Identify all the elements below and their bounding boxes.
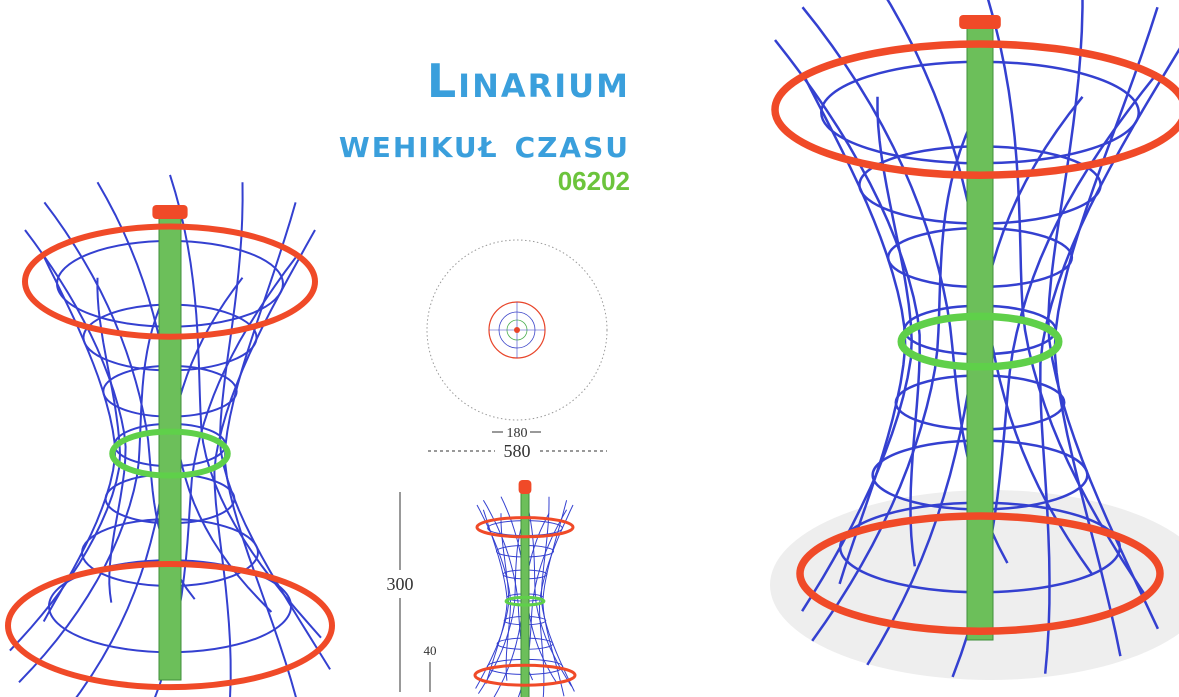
page: 18058030040Linariumwehikuł czasu06202 ((…: [0, 0, 1179, 697]
pole: [159, 210, 181, 680]
subtitle: wehikuł czasu: [339, 121, 630, 167]
pole-cap: [959, 15, 1001, 29]
dimension-label: 580: [504, 441, 531, 461]
net-rope: [476, 513, 509, 688]
dimension-label: 180: [507, 426, 528, 441]
product-sheet: 180580 300 40 Linarium wehikuł czasu06202: [0, 0, 1179, 697]
pole: [967, 20, 993, 640]
product-code: 06202: [558, 166, 630, 196]
pole-cap: [519, 480, 532, 494]
dimension-label: 40: [424, 643, 437, 658]
dimension-label: 300: [387, 574, 414, 594]
top-view-pole: [514, 327, 520, 333]
net-rope: [225, 202, 296, 697]
pole-cap: [152, 205, 187, 219]
net-rope: [775, 40, 920, 566]
title: Linarium: [427, 54, 630, 108]
